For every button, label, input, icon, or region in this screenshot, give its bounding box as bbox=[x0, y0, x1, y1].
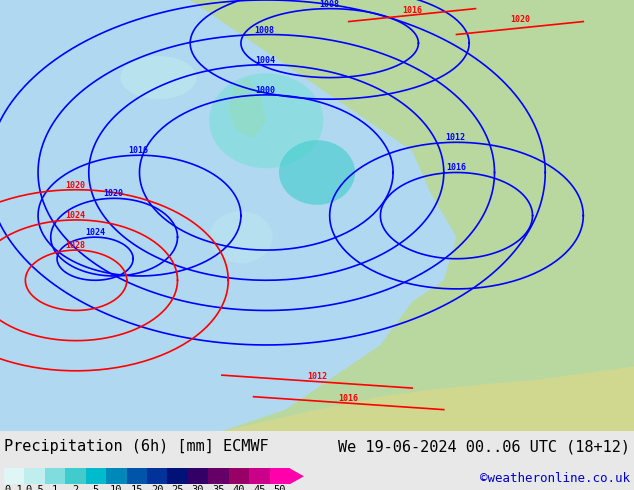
Ellipse shape bbox=[209, 74, 323, 168]
Polygon shape bbox=[228, 77, 266, 138]
Text: 40: 40 bbox=[233, 485, 245, 490]
Polygon shape bbox=[304, 0, 393, 69]
Text: 1024: 1024 bbox=[65, 211, 86, 220]
Text: Precipitation (6h) [mm] ECMWF: Precipitation (6h) [mm] ECMWF bbox=[4, 439, 269, 454]
Bar bbox=[209, 468, 229, 484]
Bar bbox=[106, 468, 127, 484]
Bar bbox=[229, 468, 249, 484]
Text: ©weatheronline.co.uk: ©weatheronline.co.uk bbox=[480, 472, 630, 485]
Text: 1008: 1008 bbox=[319, 0, 339, 9]
Bar bbox=[4, 468, 25, 484]
Text: 35: 35 bbox=[212, 485, 224, 490]
Ellipse shape bbox=[279, 140, 355, 205]
Text: 20: 20 bbox=[151, 485, 164, 490]
Text: 2: 2 bbox=[72, 485, 79, 490]
Text: 50: 50 bbox=[273, 485, 286, 490]
Text: 1024: 1024 bbox=[85, 228, 105, 237]
Text: 1012: 1012 bbox=[307, 372, 327, 381]
Bar bbox=[269, 468, 290, 484]
Bar bbox=[249, 468, 269, 484]
Text: 1016: 1016 bbox=[129, 146, 149, 155]
Text: 1008: 1008 bbox=[254, 25, 275, 34]
Text: 0.1: 0.1 bbox=[5, 485, 23, 490]
Polygon shape bbox=[290, 468, 304, 484]
Text: 45: 45 bbox=[253, 485, 266, 490]
Text: 1016: 1016 bbox=[402, 6, 422, 15]
Polygon shape bbox=[190, 367, 634, 431]
Polygon shape bbox=[190, 0, 634, 431]
Text: 1020: 1020 bbox=[510, 15, 530, 24]
Text: We 19-06-2024 00..06 UTC (18+12): We 19-06-2024 00..06 UTC (18+12) bbox=[338, 439, 630, 454]
Text: 1016: 1016 bbox=[339, 394, 359, 403]
Bar bbox=[86, 468, 106, 484]
Ellipse shape bbox=[120, 56, 197, 99]
Bar bbox=[147, 468, 167, 484]
Text: 0.5: 0.5 bbox=[25, 485, 44, 490]
Bar bbox=[25, 468, 45, 484]
Bar bbox=[45, 468, 65, 484]
Text: 1: 1 bbox=[52, 485, 58, 490]
Bar bbox=[188, 468, 209, 484]
Text: 10: 10 bbox=[110, 485, 122, 490]
Text: 1020: 1020 bbox=[103, 189, 124, 198]
Text: 1004: 1004 bbox=[255, 56, 275, 65]
Text: 5: 5 bbox=[93, 485, 99, 490]
Text: 1000: 1000 bbox=[256, 86, 275, 95]
Text: 30: 30 bbox=[192, 485, 204, 490]
Text: 25: 25 bbox=[171, 485, 184, 490]
Text: 1028: 1028 bbox=[66, 241, 86, 250]
Text: 1012: 1012 bbox=[446, 133, 465, 142]
Bar bbox=[127, 468, 147, 484]
Bar bbox=[167, 468, 188, 484]
Text: 15: 15 bbox=[131, 485, 143, 490]
Ellipse shape bbox=[209, 211, 273, 263]
Text: 1020: 1020 bbox=[65, 181, 85, 190]
Text: 1016: 1016 bbox=[446, 164, 466, 172]
Bar bbox=[65, 468, 86, 484]
